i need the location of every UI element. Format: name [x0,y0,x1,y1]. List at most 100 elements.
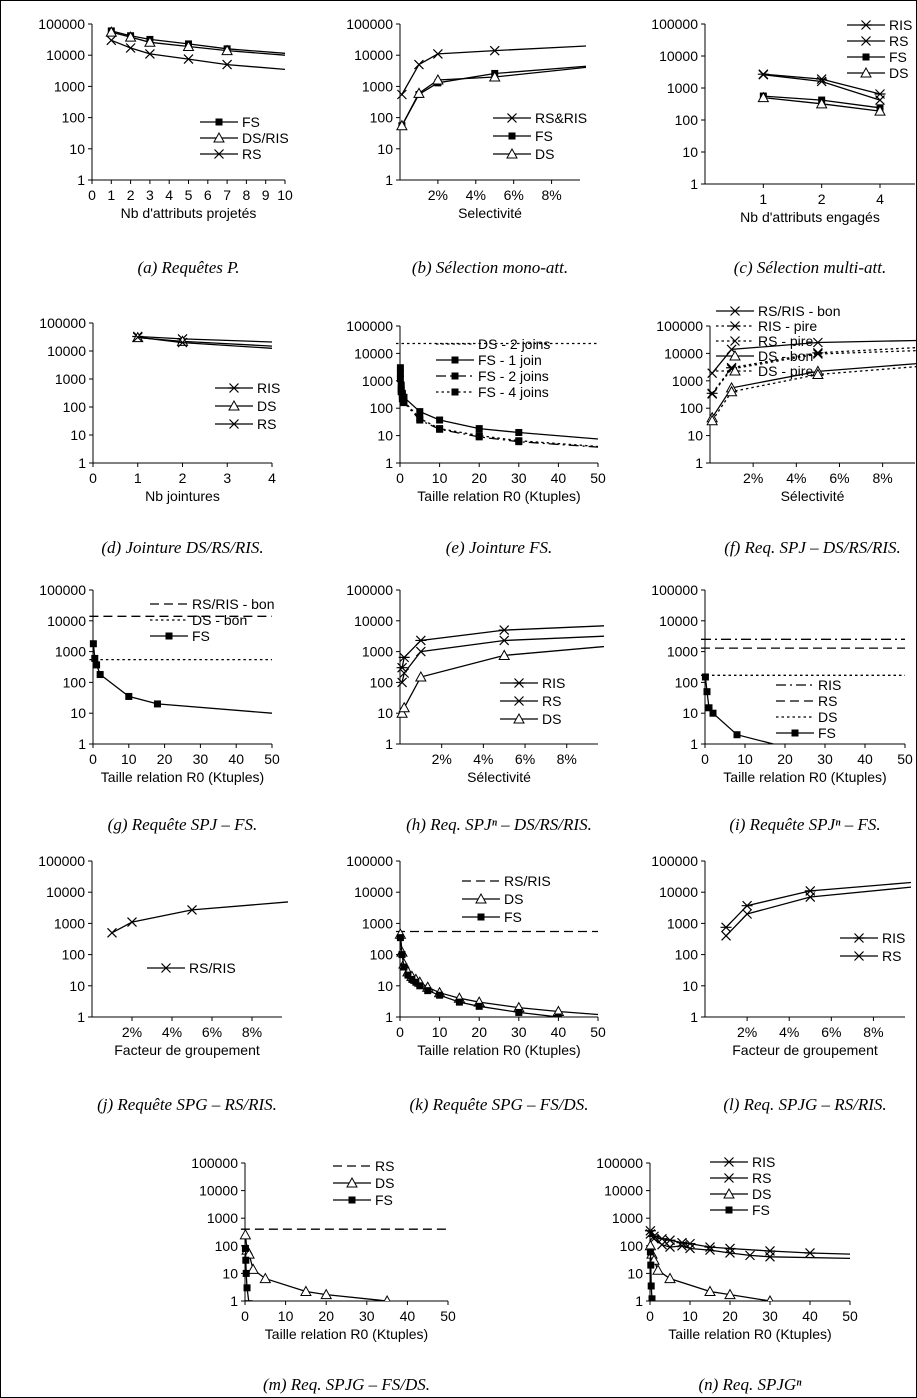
x-tick-label: 3 [223,470,231,486]
legend-label: DS [257,398,276,414]
legend-label: FS [504,909,522,925]
data-point [707,389,718,399]
y-tick-label: 1000 [667,644,698,660]
legend-entry: DS [500,711,561,727]
x-tick-label: 50 [842,1308,858,1324]
series-line [711,362,917,419]
x-tick-label: 8% [242,1024,262,1040]
x-tick-label: 6% [504,187,524,203]
series-rs [132,332,273,349]
data-point [396,119,408,131]
x-tick-label: 1 [759,191,767,207]
x-tick-label: 3 [146,187,154,203]
series-fs [701,673,889,754]
legend-marker [346,1176,358,1188]
y-tick-label: 100000 [39,582,86,598]
x-tick-label: 0 [241,1308,249,1324]
data-point [648,1295,656,1301]
legend-entry: DS [493,146,554,162]
y-tick-label: 10000 [199,1183,238,1199]
x-tick-label: 40 [551,470,567,486]
legend-entry: RIS [776,677,841,693]
data-point [701,673,709,681]
y-tick-label: 1000 [672,373,703,389]
legend-entry: RIS [710,1154,775,1170]
y-tick-label: 10 [682,978,698,994]
x-tick-label: 2 [818,191,826,207]
y-tick-label: 1000 [54,915,85,931]
legend-marker [451,356,459,364]
figure-caption: (e) Jointure FS. [446,538,553,557]
series-fs [241,1244,253,1301]
figure-caption: (l) Req. SPJG – RS/RIS. [723,1095,886,1114]
data-point [396,375,404,383]
x-tick-label: 8% [541,187,561,203]
legend-label: DS - pire [758,363,813,379]
data-point [396,662,408,673]
y-tick-label: 10000 [354,47,393,63]
legend-label: RS/RIS - bon [192,596,274,612]
data-point [400,397,408,405]
y-tick-label: 100000 [39,315,86,331]
series-line [111,31,286,56]
legend-label: RS&RIS [535,110,587,126]
data-point [499,635,510,646]
legend-label: DS [375,1175,394,1191]
legend-label: DS [818,709,837,725]
x-axis-label: Taille relation R0 (Ktuples) [723,769,886,785]
y-tick-label: 100000 [191,1155,238,1171]
data-point [320,1288,333,1300]
data-point [805,892,816,902]
x-tick-label: 50 [264,751,280,767]
data-point [758,69,769,80]
legend-marker [214,149,224,159]
x-tick-label: 8% [873,470,893,486]
plot-area [105,26,286,71]
x-tick-label: 50 [590,470,606,486]
y-tick-label: 1000 [362,373,393,389]
legend-marker [161,963,171,973]
y-tick-label: 10 [687,428,703,444]
x-tick-label: 4% [473,751,493,767]
series-rs [397,635,604,688]
y-tick-label: 1 [690,1009,698,1025]
data-point [125,43,136,53]
data-point [455,998,463,1006]
x-axis-label: Taille relation R0 (Ktuples) [417,488,580,504]
y-tick-label: 1000 [55,371,86,387]
legend-entry: FS [150,628,210,644]
legend-label: RIS [889,17,912,33]
legend-label: DS [542,711,561,727]
data-point [766,1294,774,1301]
data-point [704,1285,716,1297]
legend-marker [229,419,239,429]
y-tick-label: 100 [215,1238,239,1254]
data-point [515,1008,523,1016]
data-point [400,963,408,971]
chart-panel-k: 1 10 100 1000 10000 100000 0 10 20 30 40 50 Taille r… [346,853,606,1114]
x-axis-label: Taille relation R0 (Ktuples) [668,1326,831,1342]
figure-caption: (n) Req. SPJGⁿ [698,1375,802,1394]
y-tick-label: 1 [77,172,85,188]
y-tick-label: 100000 [38,16,85,32]
y-tick-label: 10000 [47,343,86,359]
data-point [882,747,889,754]
data-point [677,1240,687,1251]
series-rs-ris [107,901,288,938]
legend-entry: FS [493,128,553,144]
x-tick-label: 6% [821,1024,841,1040]
data-point [399,668,410,679]
data-point [125,692,133,700]
data-point [106,35,117,46]
series-ds [396,645,604,718]
data-point [383,1294,391,1301]
y-tick-label: 100 [63,399,87,415]
x-axis-label: Sélectivité [781,488,845,504]
legend-label: RS [375,1158,394,1174]
data-point [757,91,770,103]
data-point [657,1239,667,1250]
data-point [396,934,404,942]
legend-entry: FS - 1 join [436,352,542,368]
